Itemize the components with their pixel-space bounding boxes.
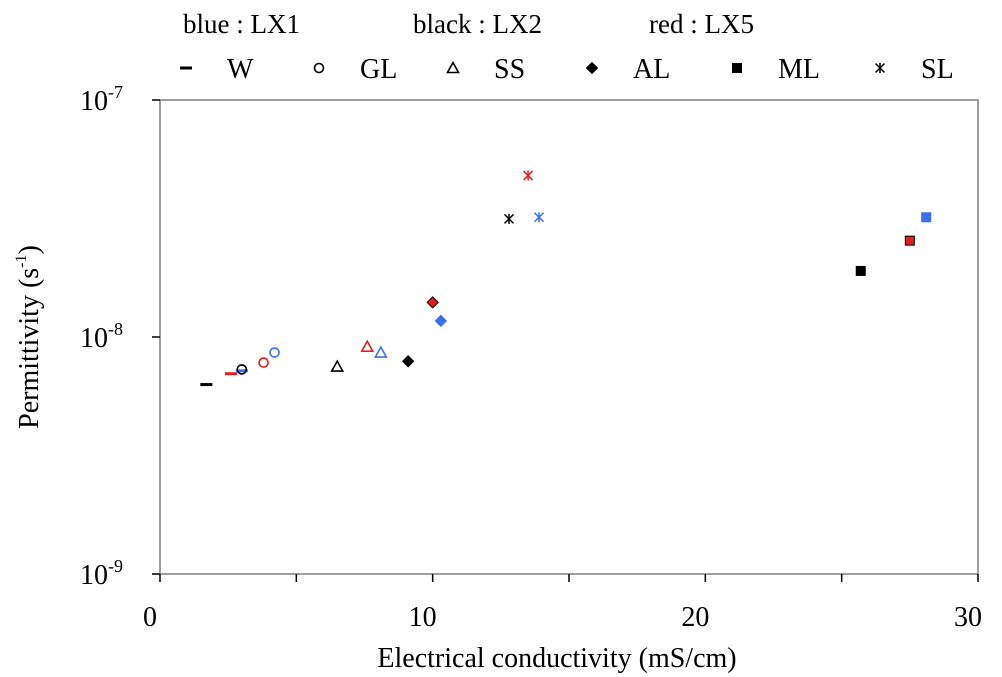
- data-point-ml: [904, 235, 915, 246]
- color-legend-item: red : LX5: [649, 9, 754, 39]
- data-point-al: [426, 296, 439, 309]
- marker-legend-label: SS: [494, 54, 525, 85]
- x-tick-label: 0: [143, 602, 157, 633]
- data-point-ss: [360, 339, 375, 353]
- legend-marker-diamond: [585, 61, 599, 75]
- data-point-al: [401, 355, 415, 368]
- data-point-gl: [269, 347, 280, 358]
- marker-legend-label: GL: [360, 54, 397, 85]
- y-axis-label: Permittivity (s-1): [13, 245, 45, 429]
- x-tick-label: 30: [954, 602, 982, 633]
- data-point-ml: [921, 212, 932, 223]
- color-legend: blue : LX1 black : LX2 red : LX5: [183, 9, 754, 39]
- x-tick-label: 20: [681, 602, 709, 633]
- data-point-gl: [236, 364, 248, 375]
- data-point-w: [235, 369, 248, 373]
- data-point-sl: [503, 213, 515, 224]
- color-legend-item: black : LX2: [413, 9, 542, 39]
- data-point-sl: [523, 170, 534, 181]
- legend-marker-dash: [180, 66, 192, 70]
- data-point-ss: [374, 345, 388, 358]
- marker-legend-label: ML: [778, 54, 820, 85]
- plot-area: [159, 99, 979, 575]
- marker-legend-label: AL: [633, 54, 670, 85]
- y-tick-label: 10-9: [80, 556, 123, 591]
- marker-legend-label: SL: [921, 54, 954, 85]
- data-points: [200, 170, 932, 387]
- y-tick-label: 10-8: [80, 319, 123, 354]
- legend-marker-circle: [313, 62, 325, 74]
- y-axis-label-main: Permittivity (s: [14, 268, 45, 429]
- x-tick-label: 10: [409, 602, 437, 633]
- y-axis-label-superscript: -1: [13, 255, 30, 268]
- data-point-ss: [330, 359, 345, 372]
- y-axis-label-close: ): [14, 245, 45, 254]
- data-point-al: [434, 314, 448, 328]
- data-point-ml: [855, 265, 866, 276]
- legend-marker-square: [732, 63, 742, 73]
- legend-marker-triangle: [446, 60, 460, 74]
- y-axis-ticks: 10-7 10-8 10-9: [80, 82, 160, 591]
- data-point-w: [200, 383, 213, 387]
- marker-legend: W GL SS AL ML SL: [180, 54, 954, 85]
- marker-legend-label: W: [227, 54, 254, 85]
- color-legend-item: blue : LX1: [183, 9, 300, 39]
- y-tick-label: 10-7: [80, 82, 123, 117]
- data-point-sl: [533, 212, 545, 223]
- data-point-w: [224, 372, 237, 376]
- x-axis-ticks: 0 10 20 30: [143, 574, 982, 633]
- data-point-gl: [258, 357, 269, 368]
- legend-marker-asterisk: [874, 62, 886, 74]
- x-axis-label: Electrical conductivity (mS/cm): [377, 643, 736, 674]
